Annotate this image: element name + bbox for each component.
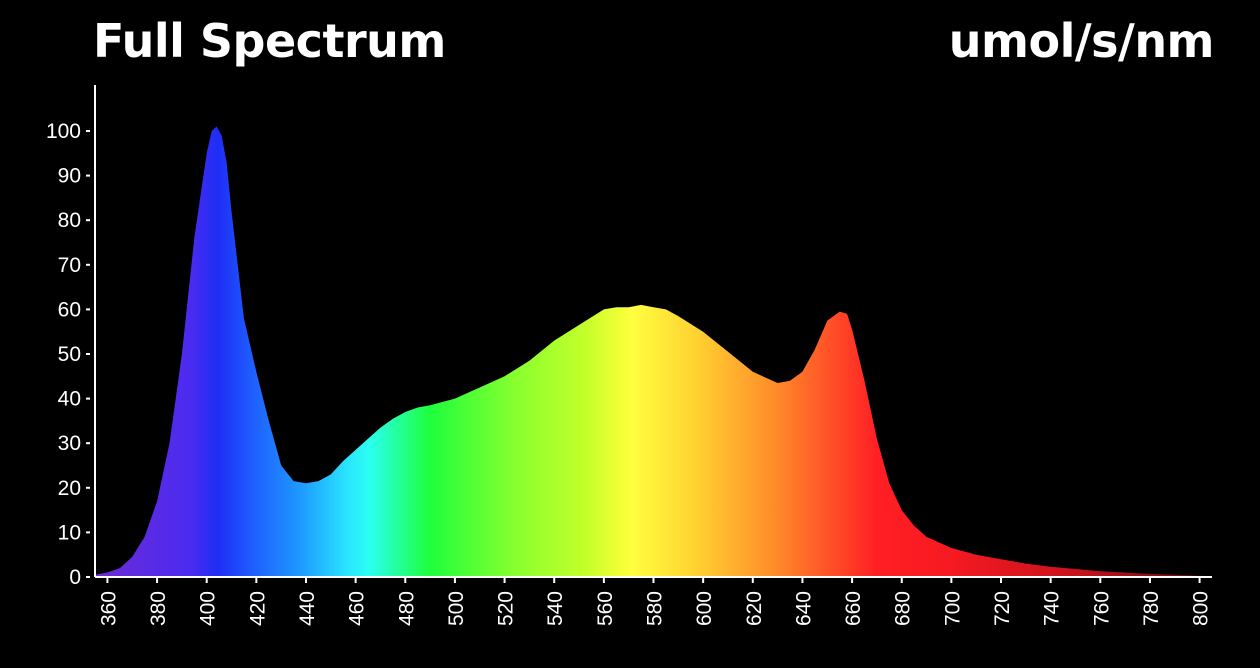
x-tick-label: 600 [693,591,716,626]
x-tick-label: 520 [495,591,518,626]
y-tick-label: 40 [58,388,81,411]
x-tick-label: 500 [445,591,468,626]
x-tick-label: 640 [792,591,815,626]
axes: 0 10 20 30 40 50 60 70 80 90 100 360 380 400 420 440 460… [46,85,1213,626]
y-tick-label: 20 [58,477,81,500]
x-tick-label: 620 [743,591,766,626]
x-tick-label: 420 [246,591,269,626]
y-tick-label: 80 [58,209,81,232]
y-tick-label: 30 [58,432,81,455]
y-tick-label: 10 [58,521,81,544]
spectrum-area [95,126,1212,577]
x-tick-label: 380 [147,591,170,626]
x-tick-label: 440 [296,591,319,626]
x-tick-label: 460 [346,591,369,626]
y-tick-label: 90 [58,165,81,188]
x-tick-label: 700 [941,591,964,626]
x-tick-label: 740 [1041,591,1064,626]
y-tick-label: 70 [58,254,81,277]
x-tick-label: 560 [594,591,617,626]
chart-title: Full Spectrum [93,14,446,68]
x-tick-label: 580 [644,591,667,626]
y-tick-label: 100 [46,120,81,143]
y-tick-label: 60 [58,298,81,321]
x-tick-label: 760 [1090,591,1113,626]
x-tick-label: 720 [991,591,1014,626]
x-tick-label: 680 [892,591,915,626]
x-tick-label: 480 [395,591,418,626]
x-tick-label: 540 [544,591,567,626]
y-tick-label: 50 [58,343,81,366]
plot-area [95,126,1212,577]
x-tick-label: 800 [1190,591,1213,626]
x-tick-label: 400 [197,591,220,626]
x-tick-label: 660 [842,591,865,626]
x-tick-label: 360 [97,591,120,626]
x-tick-label: 780 [1140,591,1163,626]
y-tick-label: 0 [69,566,81,589]
unit-label: umol/s/nm [948,14,1215,68]
